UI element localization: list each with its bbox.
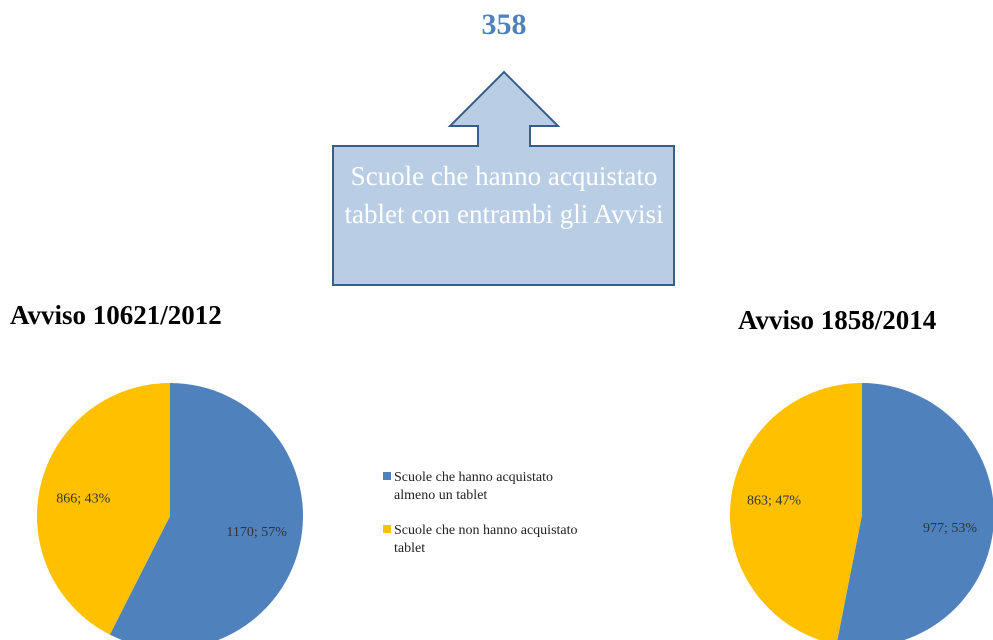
pie-slice	[837, 383, 993, 640]
data-label: 863; 47%	[747, 493, 801, 508]
data-label: 1170; 57%	[226, 525, 287, 540]
pie-slice	[730, 383, 862, 640]
callout-value: 358	[481, 8, 527, 41]
legend-swatch	[383, 472, 391, 480]
pie-slice	[109, 383, 303, 640]
data-label: 977; 53%	[923, 521, 977, 536]
legend-label: Scuole che hanno acquistato almeno un ta…	[394, 470, 554, 503]
chart-title: Avviso 1858/2014	[738, 305, 937, 335]
arrow-callout	[332, 70, 675, 286]
legend-label: Scuole che non hanno acquistato tablet	[394, 523, 578, 556]
callout-text: Scuole che hanno acquistato tablet con e…	[344, 161, 664, 229]
legend-swatch	[383, 525, 391, 533]
data-label: 866; 43%	[56, 492, 110, 507]
chart-title: Avviso 10621/2012	[10, 300, 222, 330]
pie-slice	[36, 383, 170, 635]
